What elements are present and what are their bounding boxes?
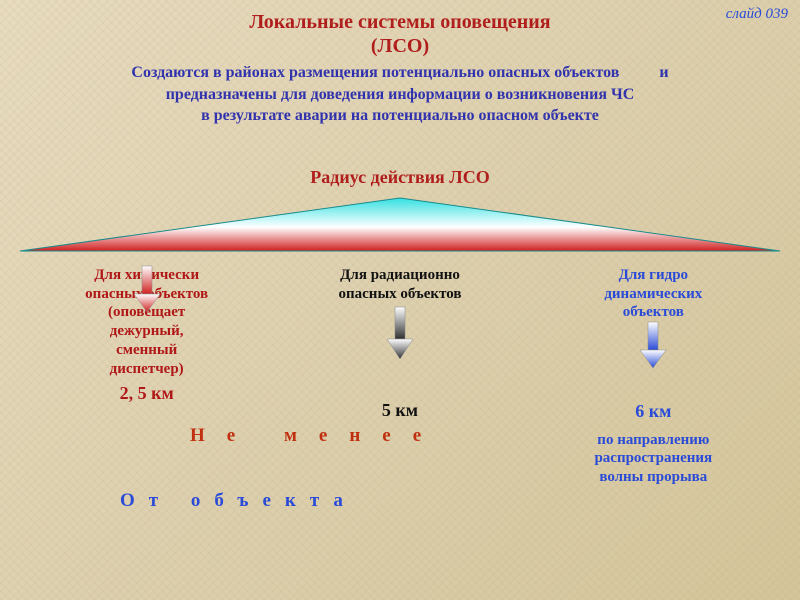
arrow-down-icon: [383, 305, 417, 361]
col3-f1: по направлению: [597, 432, 709, 448]
subtitle-line-2: предназначены для доведения информации о…: [166, 86, 635, 103]
col1-l6: диспетчер): [20, 360, 273, 379]
col2-l2: опасных объектов: [273, 285, 526, 304]
col3-f3: волны прорыва: [599, 469, 707, 485]
subtitle-line-3: в результате аварии на потенциально опас…: [201, 107, 599, 124]
slide-number: слайд 039: [726, 6, 788, 23]
arrow-down-icon: [130, 264, 164, 314]
col-hydro: Для гидро динамических объектов 6 км по …: [527, 266, 780, 487]
col3-km: 6 км: [527, 400, 780, 423]
triangle-diagram: [20, 196, 780, 256]
title-line-2: (ЛСО): [371, 35, 429, 57]
col2-km: 5 км: [273, 399, 526, 422]
col-chemical: Для химически опасных объектов (оповещае…: [20, 266, 273, 487]
col1-km: 2, 5 км: [20, 382, 273, 405]
subtitle-line-1: Создаются в районах размещения потенциал…: [131, 64, 668, 81]
radius-title: Радиус действия ЛСО: [0, 167, 800, 188]
title: Локальные системы оповещения (ЛСО): [0, 0, 800, 58]
subtitle: Создаются в районах размещения потенциал…: [0, 58, 800, 127]
col2-l1: Для радиационно: [273, 266, 526, 285]
col1-l4: дежурный,: [20, 322, 273, 341]
columns: Для химически опасных объектов (оповещае…: [20, 266, 780, 487]
ot-objekta-text: От объекта: [120, 490, 480, 512]
col1-l5: сменный: [20, 341, 273, 360]
col3-l2: динамических: [527, 285, 780, 304]
title-line-1: Локальные системы оповещения: [249, 11, 550, 33]
col3-f2: распространения: [594, 450, 712, 466]
col3-l1: Для гидро: [527, 266, 780, 285]
arrow-down-icon: [636, 320, 670, 370]
col-radiation: Для радиационно опасных объектов 5 км: [273, 266, 526, 487]
ne-menee-text: Не менее: [190, 425, 610, 447]
